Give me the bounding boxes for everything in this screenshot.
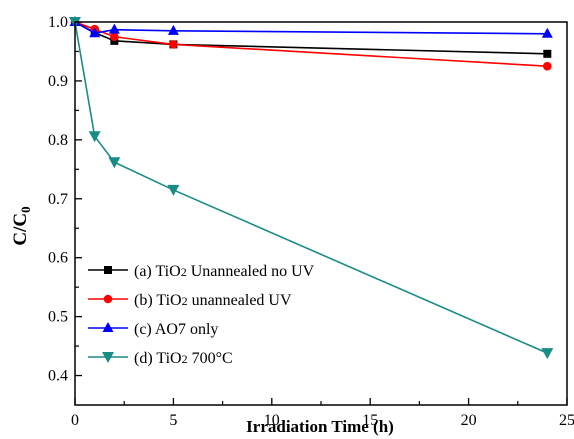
data-point bbox=[543, 61, 552, 71]
data-point bbox=[169, 40, 178, 49]
legend-label: (a) TiO2 Unannealed no UV bbox=[134, 263, 315, 280]
legend-marker bbox=[102, 352, 114, 363]
legend-label: (d) TiO2 700°C bbox=[134, 350, 233, 367]
data-point bbox=[108, 23, 120, 34]
data-point bbox=[88, 131, 101, 143]
y-tick-label: 0.5 bbox=[48, 309, 68, 326]
legend-marker bbox=[104, 266, 112, 274]
legend-label: (b) TiO2 unannealed UV bbox=[134, 292, 292, 309]
legend-entry-1: (a) TiO2 Unannealed no UV bbox=[88, 263, 315, 280]
series-3 bbox=[69, 16, 553, 38]
series-2 bbox=[70, 17, 552, 71]
data-point bbox=[167, 184, 180, 196]
legend: (a) TiO2 Unannealed no UV (b) TiO2 unanne… bbox=[88, 263, 315, 367]
legend-marker bbox=[103, 294, 113, 304]
legend-label: (c) AO7 only bbox=[134, 321, 218, 338]
data-point bbox=[89, 27, 101, 38]
y-tick-label: 0.9 bbox=[48, 73, 68, 90]
x-tick-label: 5 bbox=[169, 412, 177, 429]
legend-marker bbox=[102, 322, 114, 332]
y-tick-label: 0.8 bbox=[48, 132, 68, 149]
data-point bbox=[108, 157, 121, 169]
legend-entry-2: (b) TiO2 unannealed UV bbox=[88, 292, 292, 309]
series-4 bbox=[69, 17, 554, 360]
data-point bbox=[541, 27, 553, 38]
data-point bbox=[543, 49, 552, 58]
x-tick-label: 15 bbox=[362, 412, 378, 429]
plot-area bbox=[69, 16, 554, 360]
series-line bbox=[74, 21, 548, 67]
y-tick-label: 1.0 bbox=[48, 14, 68, 31]
x-tick-label: 20 bbox=[461, 412, 477, 429]
x-tick-label: 0 bbox=[71, 412, 79, 429]
y-axis-label-subscript: 0 bbox=[18, 206, 33, 213]
x-tick-label: 10 bbox=[264, 412, 280, 429]
legend-entry-3: (c) AO7 only bbox=[88, 321, 218, 338]
axes: 0 5 10 15 20 25 0.4 0.5 0.6 0.7 0.8 0.9 1.0 bbox=[48, 14, 574, 429]
series-line bbox=[74, 21, 548, 35]
y-tick-label: 0.7 bbox=[48, 191, 68, 208]
x-tick-label: 25 bbox=[559, 412, 574, 429]
data-point bbox=[110, 32, 119, 42]
y-tick-label: 0.6 bbox=[48, 250, 68, 267]
series-line bbox=[74, 21, 548, 55]
y-tick-label: 0.4 bbox=[48, 368, 68, 385]
data-point bbox=[167, 24, 179, 35]
x-axis-label: Irradiation Time (h) bbox=[246, 417, 394, 436]
y-axis-label: C/C0 bbox=[10, 206, 33, 245]
y-axis-label-main: C/C bbox=[10, 213, 31, 246]
plot-frame bbox=[74, 21, 568, 406]
data-point bbox=[541, 348, 554, 360]
legend-entry-4: (d) TiO2 700°C bbox=[88, 350, 233, 367]
